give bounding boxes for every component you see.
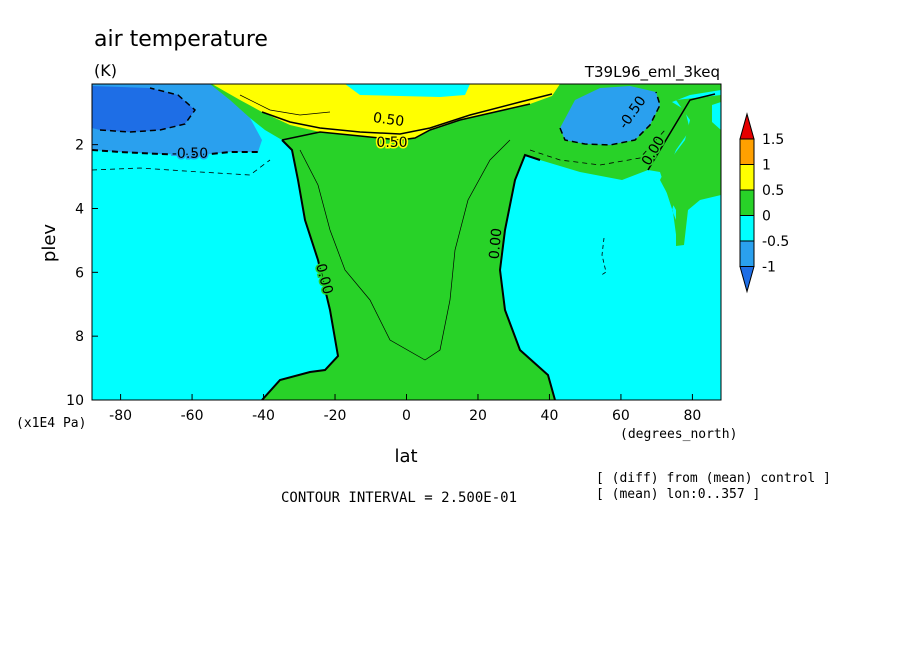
region-darkblue-left (92, 86, 195, 132)
colorbar-label: -1 (762, 260, 776, 276)
x-axis-units: (degrees_north) (620, 427, 737, 442)
contour-thin-2 (239, 94, 331, 116)
contour-lines (92, 87, 716, 400)
region-yellow-band (212, 84, 560, 140)
x-tick-label: 80 (683, 408, 701, 424)
region-green-central (92, 84, 721, 400)
contour-zero-right (498, 153, 556, 400)
colorbar-label: -0.5 (762, 234, 789, 250)
x-tick-label: -80 (109, 408, 132, 424)
region-cyan-pocket (712, 102, 721, 130)
contour-label: -0.50 (172, 146, 208, 162)
colorbar-cap-bottom (739, 266, 755, 294)
contour-neg-one-left (99, 87, 197, 133)
colorbar-label: 0.5 (762, 183, 784, 199)
x-tick-label: 0 (402, 408, 411, 424)
colorbar-label: 1 (762, 158, 771, 174)
x-axis: -80 -60 -40 -20 0 20 40 60 80 (109, 394, 701, 424)
contour-thin-1 (299, 139, 511, 361)
y-axis-units: (x1E4 Pa) (16, 416, 86, 431)
note-line: [ (diff) from (mean) control ] (596, 471, 831, 486)
colorbar-segment (739, 189, 755, 216)
y-tick-label: 10 (66, 393, 84, 409)
y-tick-label: 2 (75, 138, 84, 154)
contour-neg-small (599, 237, 607, 277)
colorbar-label: 0 (762, 209, 771, 225)
note-line: [ (mean) lon:0..357 ] (596, 487, 760, 502)
x-tick-label: 60 (612, 408, 630, 424)
x-axis-label: lat (394, 446, 417, 467)
x-tick-label: -40 (252, 408, 275, 424)
contour-zero-right2 (647, 93, 716, 171)
x-tick-label: 40 (541, 408, 559, 424)
contour-half-lower (281, 103, 531, 141)
x-tick-label: 20 (469, 408, 487, 424)
x-tick-label: -60 (181, 408, 204, 424)
y-tick-label: 4 (75, 201, 84, 217)
contour-neg-quarter-left (92, 159, 271, 176)
contour-interval: CONTOUR INTERVAL = 2.500E-01 (281, 490, 517, 506)
region-cyan-top (345, 84, 470, 97)
colorbar-segment (739, 240, 755, 267)
region-green-right (660, 95, 721, 246)
colorbar-label: 1.5 (762, 132, 784, 148)
colorbar-cap-top (739, 112, 755, 140)
contour-zero-left (261, 139, 340, 400)
colorbar-segment (739, 138, 755, 165)
contour-label: 0.50 (376, 135, 407, 151)
y-tick-label: 6 (75, 265, 84, 281)
contour-neg-quarter-right (529, 129, 666, 166)
contour-label: 0.00 (487, 227, 506, 259)
y-axis: 2 4 6 8 10 (66, 138, 98, 409)
contour-label: 0.50 (372, 110, 405, 130)
colorbar-segment (739, 215, 755, 242)
y-axis-label: plev (39, 224, 60, 263)
chart-units: (K) (94, 61, 117, 80)
y-tick-label: 8 (75, 329, 84, 345)
dataset-label: T39L96_eml_3keq (584, 63, 720, 82)
region-blue-right (560, 86, 660, 145)
contour-plot (92, 84, 721, 400)
contour-half-upper (261, 93, 553, 135)
contour-neg-half-left (92, 149, 258, 157)
colorbar: 1.5 1 0.5 0 -0.5 -1 (739, 112, 789, 294)
colorbar-segment (739, 164, 755, 191)
x-tick-label: -20 (324, 408, 347, 424)
contour-neg-half-right (559, 91, 661, 146)
chart-title: air temperature (94, 27, 268, 52)
